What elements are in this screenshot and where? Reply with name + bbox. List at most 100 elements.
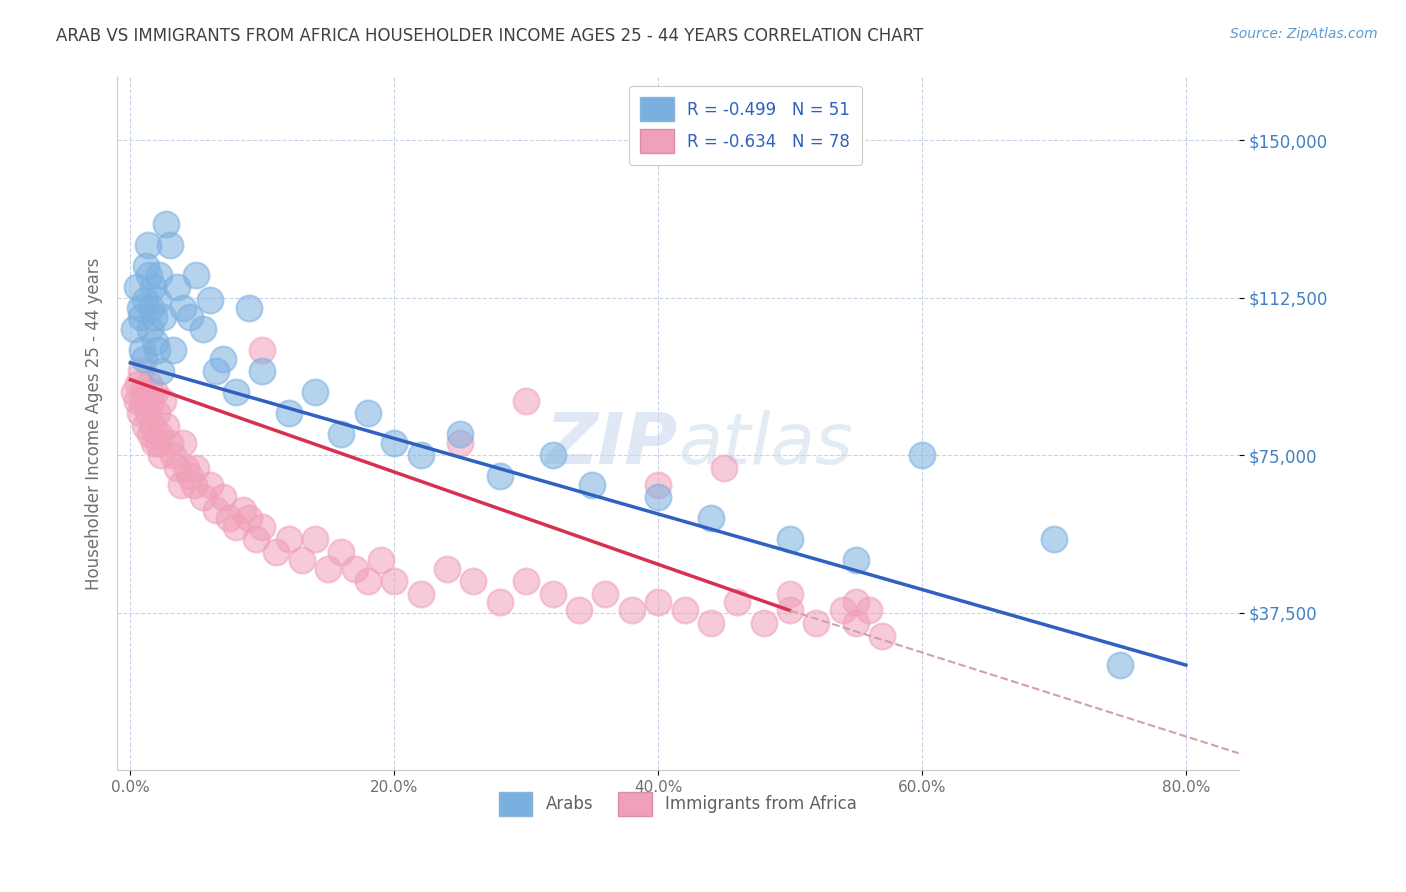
Point: [146, 435, 169, 450]
Point: [238, 511, 260, 525]
Point: [142, 280, 165, 294]
Point: [134, 293, 156, 307]
Point: [124, 322, 146, 336]
Point: [129, 364, 152, 378]
Point: [191, 490, 214, 504]
Point: [245, 532, 267, 546]
Point: [238, 301, 260, 316]
Point: [205, 502, 228, 516]
Point: [252, 519, 274, 533]
Point: [409, 587, 432, 601]
Point: [357, 406, 380, 420]
Point: [155, 218, 177, 232]
Point: [647, 477, 669, 491]
Point: [124, 385, 146, 400]
Point: [218, 511, 240, 525]
Point: [132, 385, 155, 400]
Point: [205, 364, 228, 378]
Point: [162, 343, 184, 358]
Point: [141, 301, 163, 316]
Point: [145, 334, 167, 349]
Point: [752, 616, 775, 631]
Point: [135, 260, 157, 274]
Point: [191, 322, 214, 336]
Text: atlas: atlas: [678, 410, 852, 479]
Point: [166, 460, 188, 475]
Point: [186, 268, 208, 282]
Point: [449, 427, 471, 442]
Y-axis label: Householder Income Ages 25 - 44 years: Householder Income Ages 25 - 44 years: [86, 258, 103, 590]
Point: [183, 477, 205, 491]
Point: [779, 603, 801, 617]
Point: [211, 490, 233, 504]
Point: [139, 322, 162, 336]
Point: [136, 406, 159, 420]
Legend: Arabs, Immigrants from Africa: Arabs, Immigrants from Africa: [491, 784, 865, 824]
Point: [858, 603, 880, 617]
Point: [330, 427, 353, 442]
Point: [713, 460, 735, 475]
Point: [700, 616, 723, 631]
Point: [725, 595, 748, 609]
Point: [779, 587, 801, 601]
Point: [595, 587, 617, 601]
Point: [149, 448, 172, 462]
Point: [541, 587, 564, 601]
Point: [831, 603, 853, 617]
Point: [277, 532, 299, 546]
Point: [304, 532, 326, 546]
Point: [159, 238, 181, 252]
Point: [125, 280, 148, 294]
Point: [138, 268, 160, 282]
Point: [198, 477, 221, 491]
Point: [129, 310, 152, 324]
Point: [127, 376, 149, 391]
Point: [148, 427, 170, 442]
Point: [343, 561, 366, 575]
Point: [436, 561, 458, 575]
Point: [806, 616, 828, 631]
Point: [125, 393, 148, 408]
Point: [132, 351, 155, 366]
Point: [568, 603, 591, 617]
Point: [872, 629, 894, 643]
Point: [291, 553, 314, 567]
Point: [141, 393, 163, 408]
Point: [488, 469, 510, 483]
Point: [382, 435, 405, 450]
Point: [172, 435, 194, 450]
Point: [211, 351, 233, 366]
Point: [145, 385, 167, 400]
Point: [198, 293, 221, 307]
Point: [370, 553, 392, 567]
Point: [541, 448, 564, 462]
Point: [186, 460, 208, 475]
Point: [146, 343, 169, 358]
Point: [581, 477, 603, 491]
Point: [409, 448, 432, 462]
Text: ZIP: ZIP: [546, 410, 678, 479]
Point: [166, 280, 188, 294]
Point: [136, 238, 159, 252]
Point: [152, 393, 174, 408]
Point: [845, 553, 868, 567]
Point: [620, 603, 643, 617]
Point: [357, 574, 380, 588]
Point: [131, 343, 153, 358]
Point: [304, 385, 326, 400]
Point: [128, 301, 150, 316]
Point: [316, 561, 339, 575]
Point: [264, 545, 287, 559]
Point: [146, 406, 169, 420]
Point: [277, 406, 299, 420]
Point: [162, 448, 184, 462]
Point: [252, 364, 274, 378]
Point: [155, 418, 177, 433]
Point: [330, 545, 353, 559]
Point: [382, 574, 405, 588]
Text: Source: ZipAtlas.com: Source: ZipAtlas.com: [1230, 27, 1378, 41]
Point: [1109, 658, 1132, 673]
Point: [143, 310, 166, 324]
Point: [647, 595, 669, 609]
Point: [845, 616, 868, 631]
